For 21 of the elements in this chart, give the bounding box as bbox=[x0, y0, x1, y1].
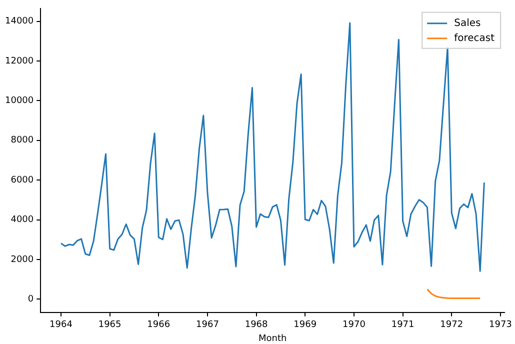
x-tick-label: 1972 bbox=[440, 320, 464, 330]
x-axis-title: Month bbox=[258, 334, 287, 344]
y-tick-label: 14000 bbox=[4, 16, 34, 27]
legend-label: Sales bbox=[454, 18, 481, 29]
x-tick-label: 1973 bbox=[489, 320, 512, 330]
x-tick-label: 1965 bbox=[98, 320, 122, 330]
y-tick-label: 6000 bbox=[10, 175, 34, 186]
legend-label: forecast bbox=[454, 32, 495, 44]
x-tick-label: 1967 bbox=[196, 320, 219, 330]
x-tick-label: 1969 bbox=[294, 320, 317, 330]
x-tick-label: 1964 bbox=[50, 320, 73, 330]
y-tick-label: 10000 bbox=[4, 96, 34, 106]
x-tick-label: 1970 bbox=[342, 320, 366, 330]
x-tick-label: 1971 bbox=[391, 320, 414, 330]
y-tick-label: 8000 bbox=[10, 136, 34, 146]
y-tick-label: 2000 bbox=[10, 254, 34, 265]
x-tick-label: 1966 bbox=[147, 320, 170, 330]
y-tick-label: 12000 bbox=[4, 56, 34, 66]
x-tick-label: 1968 bbox=[244, 320, 268, 330]
y-tick-label: 4000 bbox=[10, 215, 34, 226]
y-tick-label: 0 bbox=[28, 294, 34, 305]
